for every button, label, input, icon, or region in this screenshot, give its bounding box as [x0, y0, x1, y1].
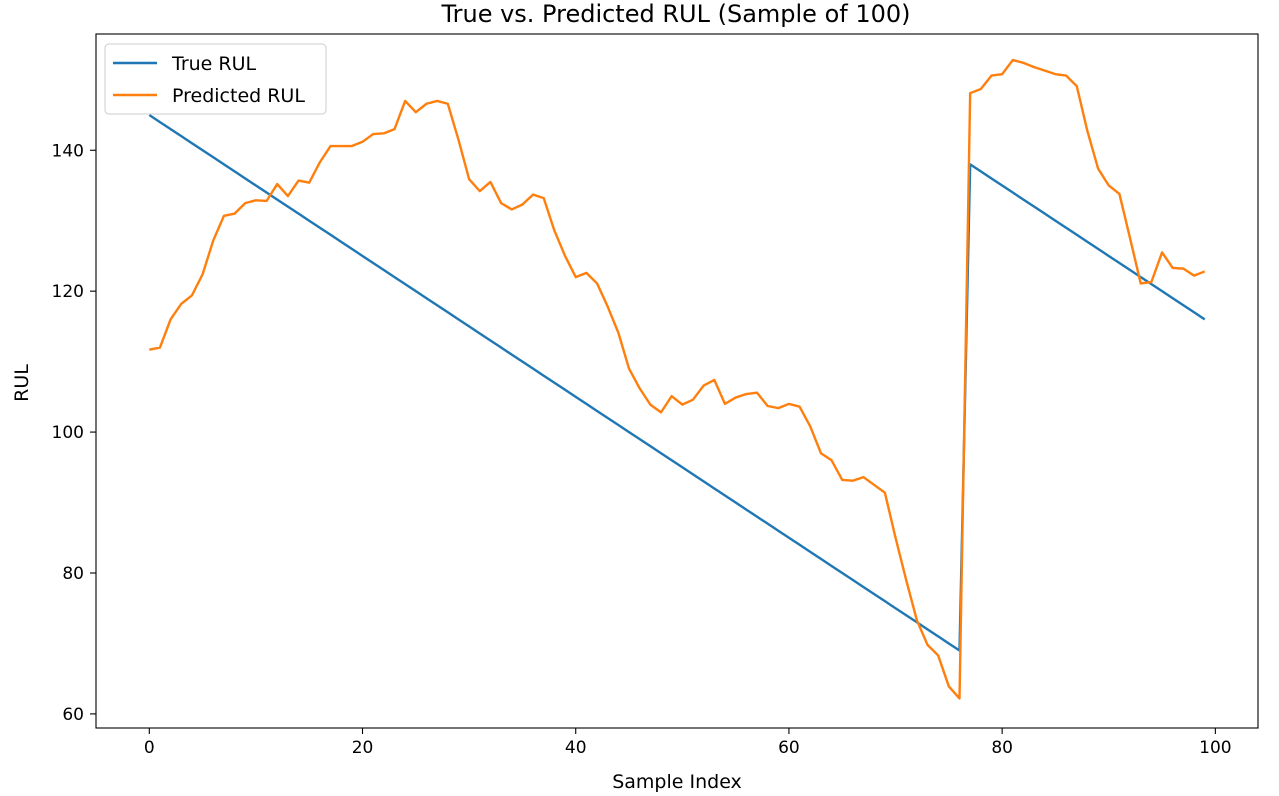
series-line-true-rul: [148, 114, 1206, 652]
y-tick-label: 120: [52, 282, 84, 302]
x-ticks: 0 20 40 60 80 100: [144, 728, 1232, 758]
y-axis: 60 80 100 120 140: [52, 141, 96, 725]
y-tick-label: 60: [62, 705, 84, 725]
legend-box: [104, 43, 327, 115]
y-axis-label: RUL: [11, 364, 33, 402]
y-ticks: 60 80 100 120 140: [52, 141, 96, 725]
y-tick-label: 80: [62, 564, 84, 584]
legend-label-predicted-rul: Predicted RUL: [172, 85, 305, 107]
x-tick-label: 60: [778, 738, 800, 758]
chart-title: True vs. Predicted RUL (Sample of 100): [440, 0, 910, 28]
x-tick-label: 0: [144, 738, 155, 758]
x-tick-label: 20: [352, 738, 374, 758]
x-tick-label: 40: [565, 738, 587, 758]
x-axis-label: Sample Index: [612, 771, 742, 793]
plot-series: [148, 58, 1206, 700]
x-tick-label: 80: [991, 738, 1013, 758]
x-axis: 0 20 40 60 80 100: [144, 728, 1232, 758]
y-tick-label: 140: [52, 141, 84, 161]
x-tick-label: 100: [1199, 738, 1231, 758]
legend-label-true-rul: True RUL: [171, 53, 257, 75]
y-tick-label: 100: [52, 423, 84, 443]
legend: True RUL Predicted RUL: [104, 43, 327, 115]
series-line-predicted-rul: [149, 58, 1206, 700]
plot-frame: [95, 33, 1259, 729]
